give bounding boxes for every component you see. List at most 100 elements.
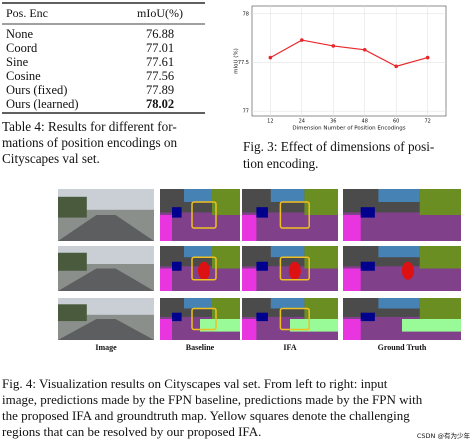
seg-vegetation [419,189,461,215]
table-cell: 77.61 [146,55,174,69]
highlight-box [191,256,217,281]
figure-label: Ground Truth [378,343,427,352]
y-tick-label: 77.5 [238,60,249,66]
table-cell: Sine [6,55,29,69]
seg-terrain [290,319,338,332]
y-axis-label: mIoU (%) [234,48,240,74]
seg-car [360,312,375,322]
seg-sky [378,189,420,202]
table-cell: Cosine [6,69,41,83]
seg-sidewalk [242,215,257,241]
figure-label: IFA [283,343,296,352]
seg-sky [378,298,420,309]
seg-car [256,207,268,218]
point [425,55,430,60]
table-cell: 76.88 [146,27,174,41]
table-cell: None [6,27,34,41]
table-cell: 77.01 [146,41,174,55]
table-caption: mations of position encodings on [2,135,177,150]
figure-caption: image, predictions made by the FPN basel… [2,392,423,407]
line-series [270,39,428,67]
figure-caption: tion encoding. [243,156,318,171]
table-caption: Cityscapes val set. [2,151,100,166]
point [300,38,304,42]
figure-caption: the proposed IFA and groundtruth map. Ye… [2,408,410,423]
figure-label: Image [95,343,117,352]
y-tick-label: 77 [243,109,249,115]
seg-terrain [402,319,461,332]
seg-rider [401,261,414,280]
figure-grid [58,189,461,340]
seg-vegetation [304,298,338,319]
x-tick-label: 72 [424,119,430,125]
seg-car [172,261,182,271]
seg-rider [198,261,210,280]
x-tick-label: 24 [299,119,305,125]
x-tick-label: 60 [393,119,399,125]
figure-label: Baseline [186,343,215,352]
photo-road [58,215,154,241]
seg-car [172,312,182,322]
point [394,64,398,69]
y-tick-label: 78 [243,11,249,17]
seg-sidewalk [343,319,361,340]
highlight-box [279,307,310,331]
seg-sky [378,246,420,258]
seg-car [360,261,375,271]
seg-sidewalk [242,268,257,291]
seg-sidewalk [242,319,257,340]
seg-terrain [200,319,240,332]
seg-vegetation [212,298,240,319]
seg-sidewalk [160,319,172,340]
table-cell: 77.56 [146,69,174,83]
seg-vegetation [419,246,461,269]
highlight-box [279,256,310,281]
seg-sky [184,189,212,202]
highlight-box [279,201,310,229]
figure-caption: Fig. 4: Visualization results on Citysca… [2,376,388,391]
photo-trees [58,252,87,271]
table-header: Pos. Enc [6,6,48,20]
x-axis-label: Dimension Number of Position Encodings [292,126,405,132]
photo-trees [58,304,87,322]
table-caption: Table 4: Results for different for- [2,119,177,134]
seg-car [256,312,268,322]
seg-sky [184,298,212,309]
seg-sidewalk [343,268,361,291]
photo-road [58,268,154,291]
table-cell: Ours (fixed) [6,83,67,97]
seg-vegetation [212,246,240,269]
table-cell: Ours (learned) [6,97,79,111]
seg-sidewalk [160,268,172,291]
seg-car [256,261,268,271]
seg-car [360,207,375,218]
seg-sky [270,298,305,309]
table-header: mIoU(%) [137,6,183,20]
photo-road [58,319,154,340]
seg-sidewalk [160,215,172,241]
figure-caption: regions that can be resolved by our prop… [2,424,261,439]
x-tick-label: 36 [330,119,336,125]
seg-sky [270,189,305,202]
photo-trees [58,196,87,218]
point [268,55,273,60]
watermark: CSDN @有为少年 [417,431,471,440]
figure-caption: Fig. 3: Effect of dimensions of posi- [243,139,434,154]
point [362,48,367,52]
seg-vegetation [419,298,461,319]
seg-rider [288,261,301,280]
table-cell: 78.02 [146,97,174,111]
x-tick-label: 12 [267,119,273,125]
seg-car [172,207,182,218]
point [331,44,336,48]
x-tick-label: 48 [362,119,368,125]
seg-vegetation [304,189,338,215]
seg-sidewalk [343,215,361,241]
highlight-box [191,307,217,331]
table-cell: 77.89 [146,83,174,97]
seg-vegetation [304,246,338,269]
table-cell: Coord [6,41,38,55]
highlight-box [191,201,217,229]
seg-sky [270,246,305,258]
